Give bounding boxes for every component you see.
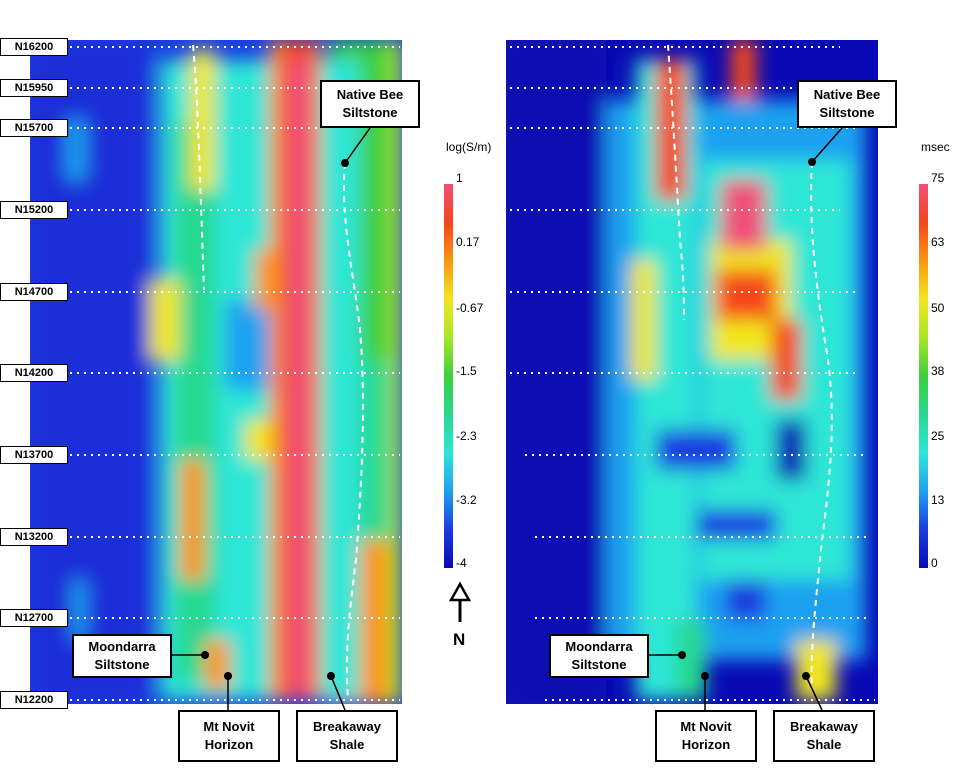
colorbar-tick: -0.67	[456, 301, 484, 315]
callout-line-2: Shale	[329, 737, 365, 752]
northing-label: N16200	[0, 38, 68, 56]
callout-line-1: Native Bee	[336, 87, 404, 102]
northing-label: N13200	[0, 528, 68, 546]
callout-line-2: Shale	[806, 737, 842, 752]
native-bee-siltstone-callout: Native Bee Siltstone	[797, 80, 897, 128]
colorbar-tick: 50	[931, 301, 945, 315]
northing-label: N15700	[0, 119, 68, 137]
callout-line-1: Native Bee	[813, 87, 881, 102]
breakaway-shale-callout: Breakaway Shale	[773, 710, 875, 762]
callout-line-1: Moondarra	[88, 639, 156, 654]
native-bee-siltstone-callout: Native Bee Siltstone	[320, 80, 420, 128]
north-label: N	[453, 630, 466, 649]
callout-line-1: Mt Novit	[680, 719, 732, 734]
colorbar-tick: -1.5	[456, 364, 477, 378]
callout-line-2: Siltstone	[819, 105, 875, 120]
breakaway-marker-left	[327, 672, 335, 680]
northing-label: N15200	[0, 201, 68, 219]
colorbar-tick: 75	[931, 171, 945, 185]
mt-novit-horizon-callout: Mt Novit Horizon	[655, 710, 757, 762]
callout-line-2: Horizon	[681, 737, 731, 752]
callout-line-1: Breakaway	[790, 719, 858, 734]
northing-label: N12700	[0, 609, 68, 627]
colorbar-tick: -2.3	[456, 429, 477, 443]
callout-line-1: Breakaway	[313, 719, 381, 734]
colorbar-tick: -3.2	[456, 493, 477, 507]
north-arrow-icon	[448, 581, 472, 622]
colorbar-title-left: log(S/m)	[446, 140, 492, 154]
moondarra-siltstone-callout: Moondarra Siltstone	[72, 634, 172, 678]
callout-line-1: Moondarra	[565, 639, 633, 654]
callout-line-1: Mt Novit	[203, 719, 255, 734]
breakaway-marker-right	[802, 672, 810, 680]
moondarra-marker-left	[201, 651, 209, 659]
colorbar-right	[919, 184, 928, 568]
northing-label: N13700	[0, 446, 68, 464]
mt-novit-marker-left	[224, 672, 232, 680]
colorbar-tick: 38	[931, 364, 945, 378]
callout-line-2: Siltstone	[342, 105, 398, 120]
callout-line-2: Siltstone	[94, 657, 150, 672]
native-bee-marker-left	[341, 159, 349, 167]
callout-line-2: Siltstone	[571, 657, 627, 672]
conductivity-map	[30, 40, 402, 704]
colorbar-tick: 63	[931, 235, 945, 249]
colorbar-tick: -4	[456, 556, 467, 570]
northing-label: N14200	[0, 364, 68, 382]
mt-novit-marker-right	[701, 672, 709, 680]
colorbar-tick: 0.17	[456, 235, 480, 249]
mt-novit-horizon-callout: Mt Novit Horizon	[178, 710, 280, 762]
colorbar-tick: 13	[931, 493, 945, 507]
northing-label: N15950	[0, 79, 68, 97]
northing-label: N12200	[0, 691, 68, 709]
breakaway-shale-callout: Breakaway Shale	[296, 710, 398, 762]
moondarra-marker-right	[678, 651, 686, 659]
native-bee-marker-right	[808, 158, 816, 166]
callout-line-2: Horizon	[204, 737, 254, 752]
colorbar-title-right: msec	[921, 140, 950, 154]
colorbar-tick: 25	[931, 429, 945, 443]
colorbar-left	[444, 184, 453, 568]
colorbar-tick: 0	[931, 556, 938, 570]
northing-label: N14700	[0, 283, 68, 301]
colorbar-tick: 1	[456, 171, 463, 185]
moondarra-siltstone-callout: Moondarra Siltstone	[549, 634, 649, 678]
